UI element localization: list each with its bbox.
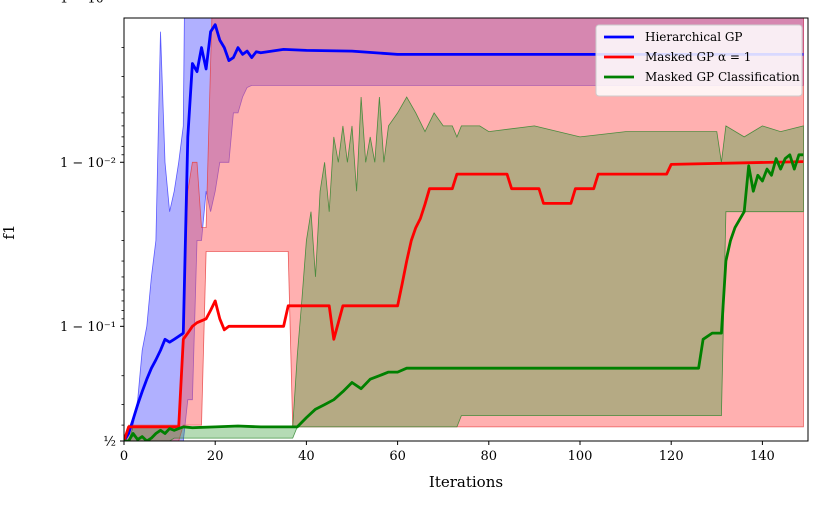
x-tick-label: 120 xyxy=(659,449,684,464)
y-axis-label: f1 xyxy=(0,224,18,239)
legend: Hierarchical GP Masked GP α = 1 Masked GP … xyxy=(595,24,803,97)
legend-label-hierarchical-gp: Hierarchical GP xyxy=(645,30,743,44)
x-tick-label: 60 xyxy=(389,449,406,464)
legend-label-masked-gp-1: Masked GP α = 1 xyxy=(645,50,751,64)
legend-box xyxy=(595,24,803,97)
x-tick-label: 40 xyxy=(298,449,315,464)
axes: 0 20 40 60 80 100 120 140 1 − 10⁻³ 1 − 10⁻² 1 − 10… xyxy=(60,0,809,464)
y-tick-label: 1 − 10⁻¹ xyxy=(60,320,116,335)
masked-gp-1-line xyxy=(124,160,804,441)
x-tick-label: 80 xyxy=(481,449,498,464)
x-tick-label: 140 xyxy=(750,449,775,464)
legend-label-masked-gp-classification: Masked GP Classification xyxy=(645,70,800,84)
y-tick-label: ½ xyxy=(103,435,116,450)
y-tick-label: 1 − 10⁻² xyxy=(60,156,116,171)
x-tick-label: 0 xyxy=(120,449,128,464)
masked-gp-classification-line xyxy=(124,153,804,441)
plot-frame xyxy=(123,17,809,442)
x-axis-label: Iterations xyxy=(429,473,503,491)
mean-lines xyxy=(124,23,804,441)
x-tick-label: 20 xyxy=(207,449,224,464)
masked-gp-classification-band xyxy=(124,96,804,441)
y-tick-label: 1 − 10⁻³ xyxy=(60,0,116,7)
hierarchical-gp-line xyxy=(124,23,804,441)
x-tick-label: 100 xyxy=(568,449,593,464)
